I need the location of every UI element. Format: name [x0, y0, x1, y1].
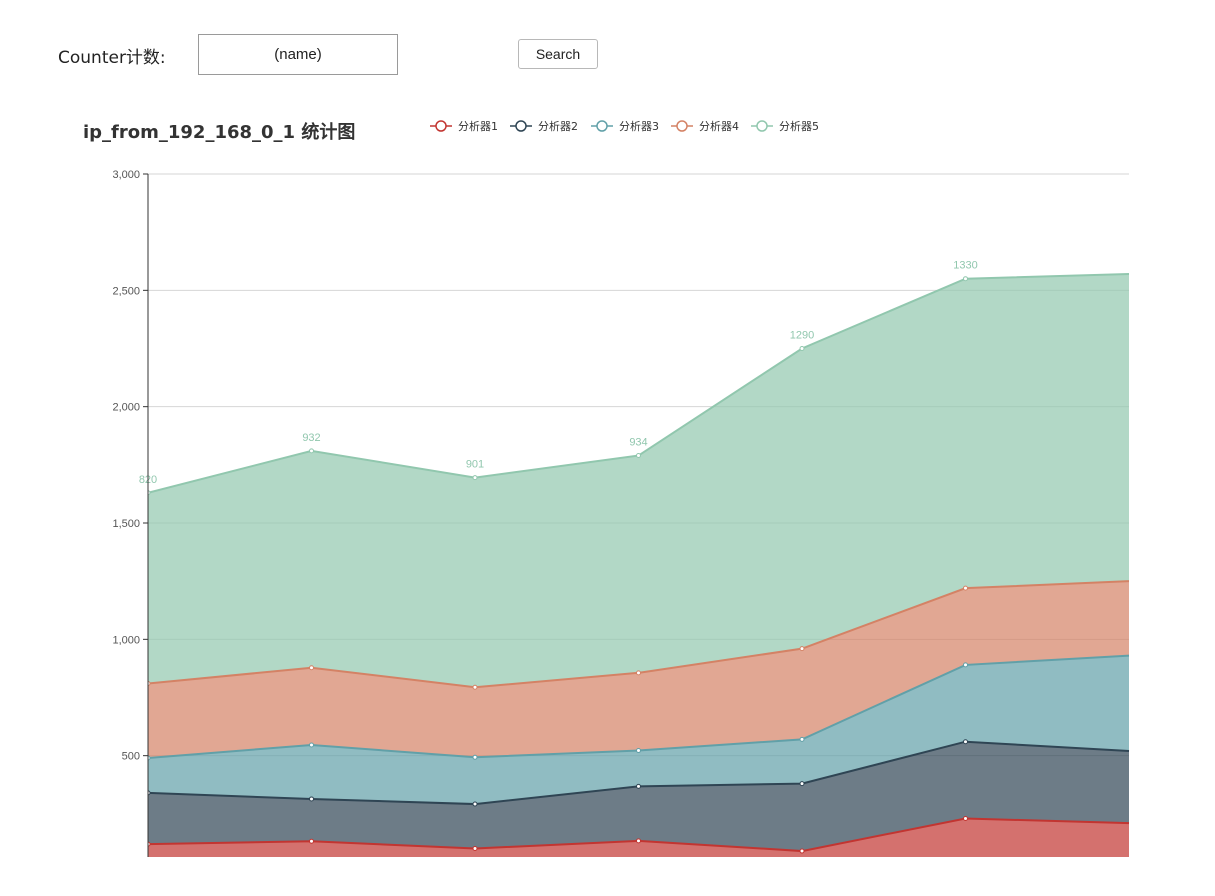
- data-label: 934: [629, 437, 647, 449]
- plot-area: [148, 173, 1130, 857]
- data-point: [472, 684, 478, 690]
- legend-item-1[interactable]: 分析器1: [430, 119, 498, 133]
- data-point: [963, 276, 968, 282]
- chart-title: ip_from_192_168_0_1 统计图: [83, 122, 356, 143]
- data-point: [636, 783, 641, 789]
- data-point: [472, 846, 478, 852]
- data-label: 1330: [953, 260, 977, 272]
- legend-item-5[interactable]: 分析器5: [751, 119, 819, 133]
- legend-item-4[interactable]: 分析器4: [671, 119, 739, 133]
- data-point: [309, 742, 314, 748]
- y-tick-label: 500: [122, 751, 140, 763]
- area-series-4: [148, 581, 1129, 758]
- data-point: [472, 754, 478, 760]
- legend-label: 分析器2: [538, 119, 578, 133]
- data-point: [309, 838, 314, 844]
- data-point: [636, 748, 641, 754]
- legend-label: 分析器1: [458, 119, 498, 133]
- legend-marker-icon: [596, 120, 608, 132]
- legend-marker-icon: [515, 120, 527, 132]
- data-point: [309, 448, 314, 454]
- data-point: [309, 665, 314, 671]
- data-point: [963, 662, 968, 668]
- data-point: [636, 838, 641, 844]
- y-tick-label: 2,000: [112, 402, 140, 414]
- y-tick-label: 1,000: [112, 634, 140, 646]
- data-point: [636, 453, 641, 459]
- y-tick-label: 1,500: [112, 518, 140, 530]
- area-series-5: [148, 274, 1129, 688]
- legend-marker-icon: [756, 120, 768, 132]
- area-series-3: [148, 655, 1129, 805]
- legend-marker-icon: [435, 120, 447, 132]
- data-point: [472, 801, 478, 807]
- data-label: 1290: [790, 330, 814, 342]
- data-point: [636, 670, 641, 676]
- data-point: [963, 739, 968, 745]
- y-tick-label: 2,500: [112, 285, 140, 297]
- legend-marker-icon: [676, 120, 688, 132]
- data-point: [309, 796, 314, 802]
- legend-item-2[interactable]: 分析器2: [510, 119, 578, 133]
- area-series-1: [148, 818, 1129, 857]
- legend-item-3[interactable]: 分析器3: [591, 119, 659, 133]
- data-point: [799, 848, 805, 854]
- data-point: [799, 736, 805, 742]
- data-point: [472, 475, 478, 481]
- name-input[interactable]: [198, 34, 398, 75]
- counter-label: Counter计数:: [58, 48, 166, 68]
- data-point: [799, 781, 805, 787]
- legend-label: 分析器5: [779, 119, 819, 133]
- y-tick-label: 3,000: [112, 169, 140, 181]
- legend-label: 分析器4: [699, 119, 739, 133]
- search-button[interactable]: Search: [518, 39, 598, 69]
- legend-label: 分析器3: [619, 119, 659, 133]
- data-point: [799, 346, 805, 351]
- data-point: [963, 815, 968, 821]
- data-label: 932: [302, 432, 320, 444]
- data-point: [963, 585, 968, 591]
- data-point: [799, 646, 805, 652]
- area-series-2: [148, 741, 1129, 852]
- data-label: 901: [466, 459, 484, 471]
